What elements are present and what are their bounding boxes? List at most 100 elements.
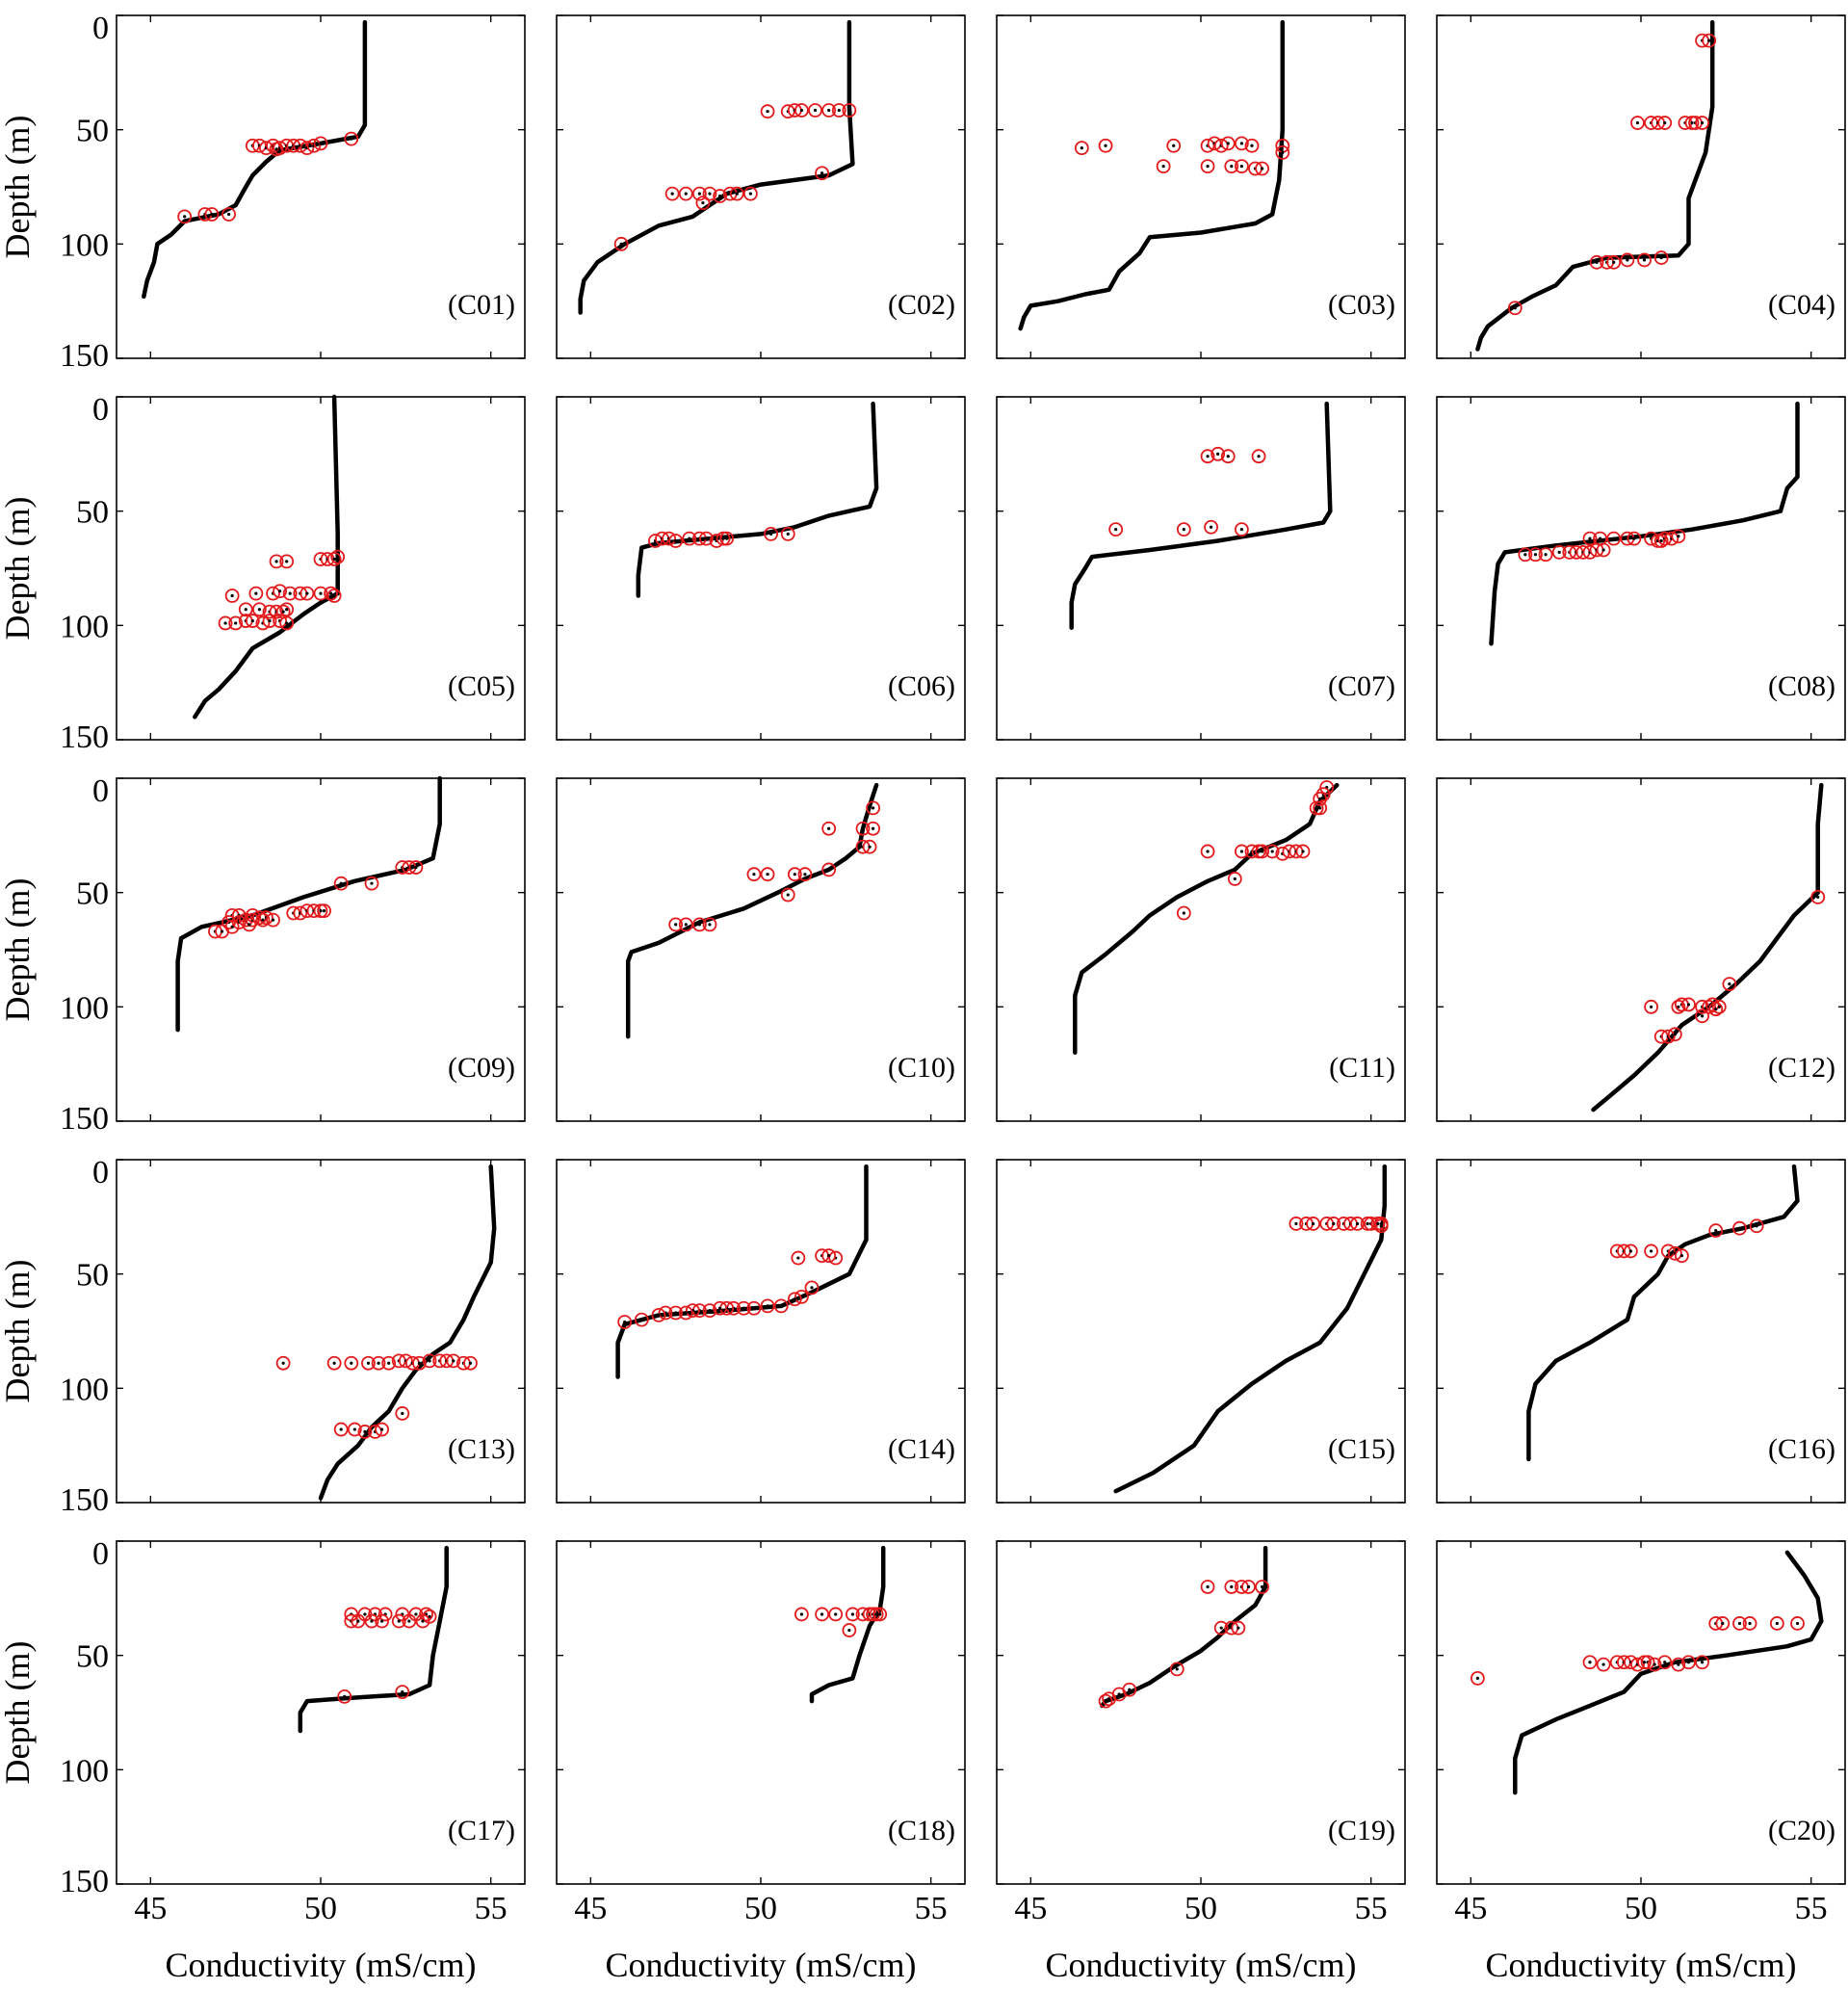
marker-dot [786,532,790,537]
panel-c18: 45 50 55 (C18) [556,1540,966,1926]
marker-dot [234,621,238,625]
marker-dot [657,1313,661,1317]
marker-circle [1630,116,1645,130]
marker-circle [1640,1655,1655,1670]
marker-circle [282,586,298,601]
marker-dot [285,608,289,612]
marker-circle [1200,844,1215,859]
marker-circle [357,1425,373,1439]
panel-c19: 45 50 55 (C19) [996,1540,1406,1926]
marker-dot [1210,525,1213,529]
marker-circle [1667,1245,1682,1261]
plot-frame [996,777,1406,1122]
marker-circle [842,1623,857,1637]
x-tick-label: 50 [1184,1891,1217,1926]
marker-circle [1551,544,1567,560]
marker-dot [268,618,272,623]
marker-dot [1677,1005,1680,1008]
marker-dot [223,621,227,625]
marker-dot [834,1612,838,1616]
marker-dot [718,194,722,198]
marker-dot [387,1361,391,1365]
profile-line [1513,1550,1824,1795]
marker-circle [273,584,288,599]
y-tick-label: 0 [92,1536,109,1572]
y-tick-label: 50 [76,495,109,531]
marker-dot [1233,877,1236,881]
plot-frame [1436,14,1846,359]
marker-dot [210,212,214,217]
marker-dot [704,537,709,540]
marker-circle [1582,1655,1598,1670]
marker-circle [1306,1217,1320,1231]
panel-label: (C17) [448,1815,515,1846]
marker-circle [1275,846,1290,861]
marker-dot [366,1361,371,1365]
marker-circle [255,912,271,928]
marker-dot [352,1427,356,1431]
marker-dot [1557,550,1561,554]
marker-circle [1627,531,1642,546]
marker-dot [336,555,340,559]
marker-dot [417,1361,422,1365]
panel-c07: (C07) [996,396,1406,741]
marker-dot [257,608,261,612]
profile-line [193,394,340,720]
marker-dot [1714,1228,1718,1233]
marker-dot [1107,1697,1111,1701]
marker-circle [668,1305,684,1321]
marker-circle [279,615,295,631]
marker-circle [1350,1217,1365,1231]
marker-dot [350,137,353,141]
profile-line [1069,401,1333,630]
marker-dot [718,1306,722,1310]
marker-dot [1246,1584,1251,1589]
marker-dot [674,923,678,927]
marker-dot [468,1361,473,1365]
marker-dot [401,1411,404,1416]
marker-dot [1626,258,1629,262]
marker-dot [670,192,674,196]
y-tick-label: 0 [92,1155,109,1191]
marker-circle [692,186,707,201]
marker-circle [1657,1655,1673,1670]
marker-circle [617,1315,633,1329]
marker-dot [356,1619,360,1623]
x-tick-label: 55 [1355,1891,1388,1926]
marker-dot [1728,982,1731,986]
panel-c13: 0 50 100 150 (C13) [60,1155,526,1518]
marker-circle [613,236,629,251]
marker-dot [684,192,688,196]
marker-circle [361,1355,376,1371]
marker-dot [1206,455,1210,458]
marker-dot [1226,455,1230,458]
marker-circle [266,138,280,153]
marker-circle [279,554,295,569]
marker-dot [1172,144,1176,147]
marker-circle [377,1607,393,1622]
y-tick-label: 150 [60,720,109,755]
y-axis-label: Depth (m) [0,1641,37,1785]
marker-circle [1671,1657,1686,1672]
panel-label: (C13) [448,1433,515,1465]
marker-circle [846,1607,860,1622]
y-axis-label: Depth (m) [0,116,37,259]
marker-dot [752,873,756,877]
marker-circle [1204,519,1218,535]
marker-circle [1169,1662,1184,1677]
marker-dot [1679,1254,1683,1258]
marker-dot [339,1427,343,1431]
marker-dot [1659,255,1663,260]
marker-dot [1301,850,1305,853]
marker-circle [275,1355,291,1371]
marker-circle [333,876,349,891]
marker-circle [668,917,684,932]
profile-line [1100,1545,1268,1709]
y-tick-label: 100 [60,1372,109,1407]
marker-circle [773,1298,789,1314]
marker-dot [220,929,224,933]
marker-circle [1660,1029,1676,1044]
marker-dot [766,873,769,877]
marker-dot [701,201,705,205]
marker-circle [1810,890,1826,904]
